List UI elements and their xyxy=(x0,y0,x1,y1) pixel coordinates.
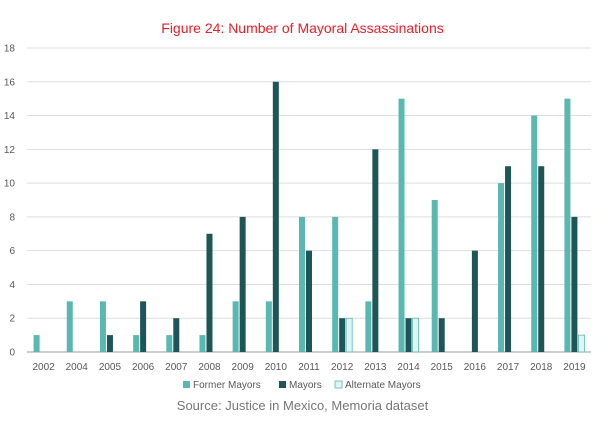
y-tick-label: 14 xyxy=(4,111,16,122)
bar-former-mayors xyxy=(498,183,505,352)
bar-former-mayors xyxy=(332,216,339,352)
bar-former-mayors xyxy=(265,301,272,352)
bar-former-mayors xyxy=(299,216,305,352)
y-tick-label: 0 xyxy=(9,348,15,359)
chart-title: Figure 24: Number of Mayoral Assassinati… xyxy=(161,20,444,36)
x-tick-label: 2015 xyxy=(431,362,454,373)
bar-mayors xyxy=(372,149,379,352)
bar-alternate-mayors xyxy=(578,334,585,353)
x-tick-label: 2019 xyxy=(563,362,586,373)
bar-former-mayors xyxy=(365,301,372,352)
x-tick-label: 2010 xyxy=(265,362,288,373)
bar-mayors xyxy=(505,166,512,352)
bar-former-mayors xyxy=(133,335,140,352)
y-tick-label: 12 xyxy=(4,145,16,156)
x-tick-label: 2008 xyxy=(198,362,221,373)
chart-source: Source: Justice in Mexico, Memoria datas… xyxy=(176,398,429,413)
legend-label: Former Mayors xyxy=(193,380,261,391)
bar-mayors xyxy=(471,250,478,352)
bar-mayors xyxy=(405,318,412,352)
bar-mayors xyxy=(239,216,246,352)
bar-mayors xyxy=(206,233,213,352)
legend-swatch xyxy=(334,380,343,389)
x-tick-label: 2011 xyxy=(298,362,320,373)
bar-former-mayors xyxy=(199,335,206,352)
bar-mayors xyxy=(140,301,147,352)
y-tick-label: 8 xyxy=(9,212,15,223)
x-tick-label: 2009 xyxy=(232,362,255,373)
legend-swatch xyxy=(183,381,190,388)
y-tick-label: 6 xyxy=(9,246,15,257)
legend-label: Alternate Mayors xyxy=(345,380,421,391)
bar-former-mayors xyxy=(531,115,538,352)
bar-former-mayors xyxy=(166,335,173,352)
x-tick-label: 2017 xyxy=(497,362,520,373)
bar-former-mayors xyxy=(99,301,106,352)
x-tick-label: 2012 xyxy=(331,362,354,373)
legend-swatch xyxy=(279,381,286,388)
x-tick-label: 2007 xyxy=(165,362,188,373)
y-tick-label: 4 xyxy=(9,280,15,291)
bar-former-mayors xyxy=(33,335,40,352)
bar-former-mayors xyxy=(431,200,438,352)
bar-former-mayors xyxy=(398,98,405,353)
bar-mayors xyxy=(438,318,445,352)
bar-mayors xyxy=(538,166,545,352)
y-tick-label: 2 xyxy=(9,314,15,325)
bar-mayors xyxy=(571,216,578,352)
x-tick-label: 2014 xyxy=(397,362,420,373)
x-tick-label: 2004 xyxy=(66,362,89,373)
x-tick-label: 2002 xyxy=(32,362,55,373)
y-tick-label: 16 xyxy=(4,77,16,88)
x-tick-label: 2006 xyxy=(132,362,155,373)
bar-mayors xyxy=(306,250,312,352)
bar-former-mayors xyxy=(564,98,571,353)
bar-mayors xyxy=(339,318,346,352)
y-tick-label: 10 xyxy=(4,179,16,190)
x-tick-label: 2013 xyxy=(364,362,387,373)
legend-label: Mayors xyxy=(289,380,322,391)
bar-former-mayors xyxy=(66,301,73,352)
bar-mayors xyxy=(173,318,180,352)
bar-former-mayors xyxy=(232,301,239,352)
y-tick-label: 18 xyxy=(4,44,16,55)
bar-mayors xyxy=(272,81,279,353)
bar-mayors xyxy=(106,335,113,352)
x-tick-label: 2005 xyxy=(99,362,122,373)
x-tick-label: 2018 xyxy=(530,362,553,373)
bar-alternate-mayors xyxy=(345,317,353,353)
x-tick-label: 2016 xyxy=(464,362,487,373)
bar-alternate-mayors xyxy=(412,317,419,353)
